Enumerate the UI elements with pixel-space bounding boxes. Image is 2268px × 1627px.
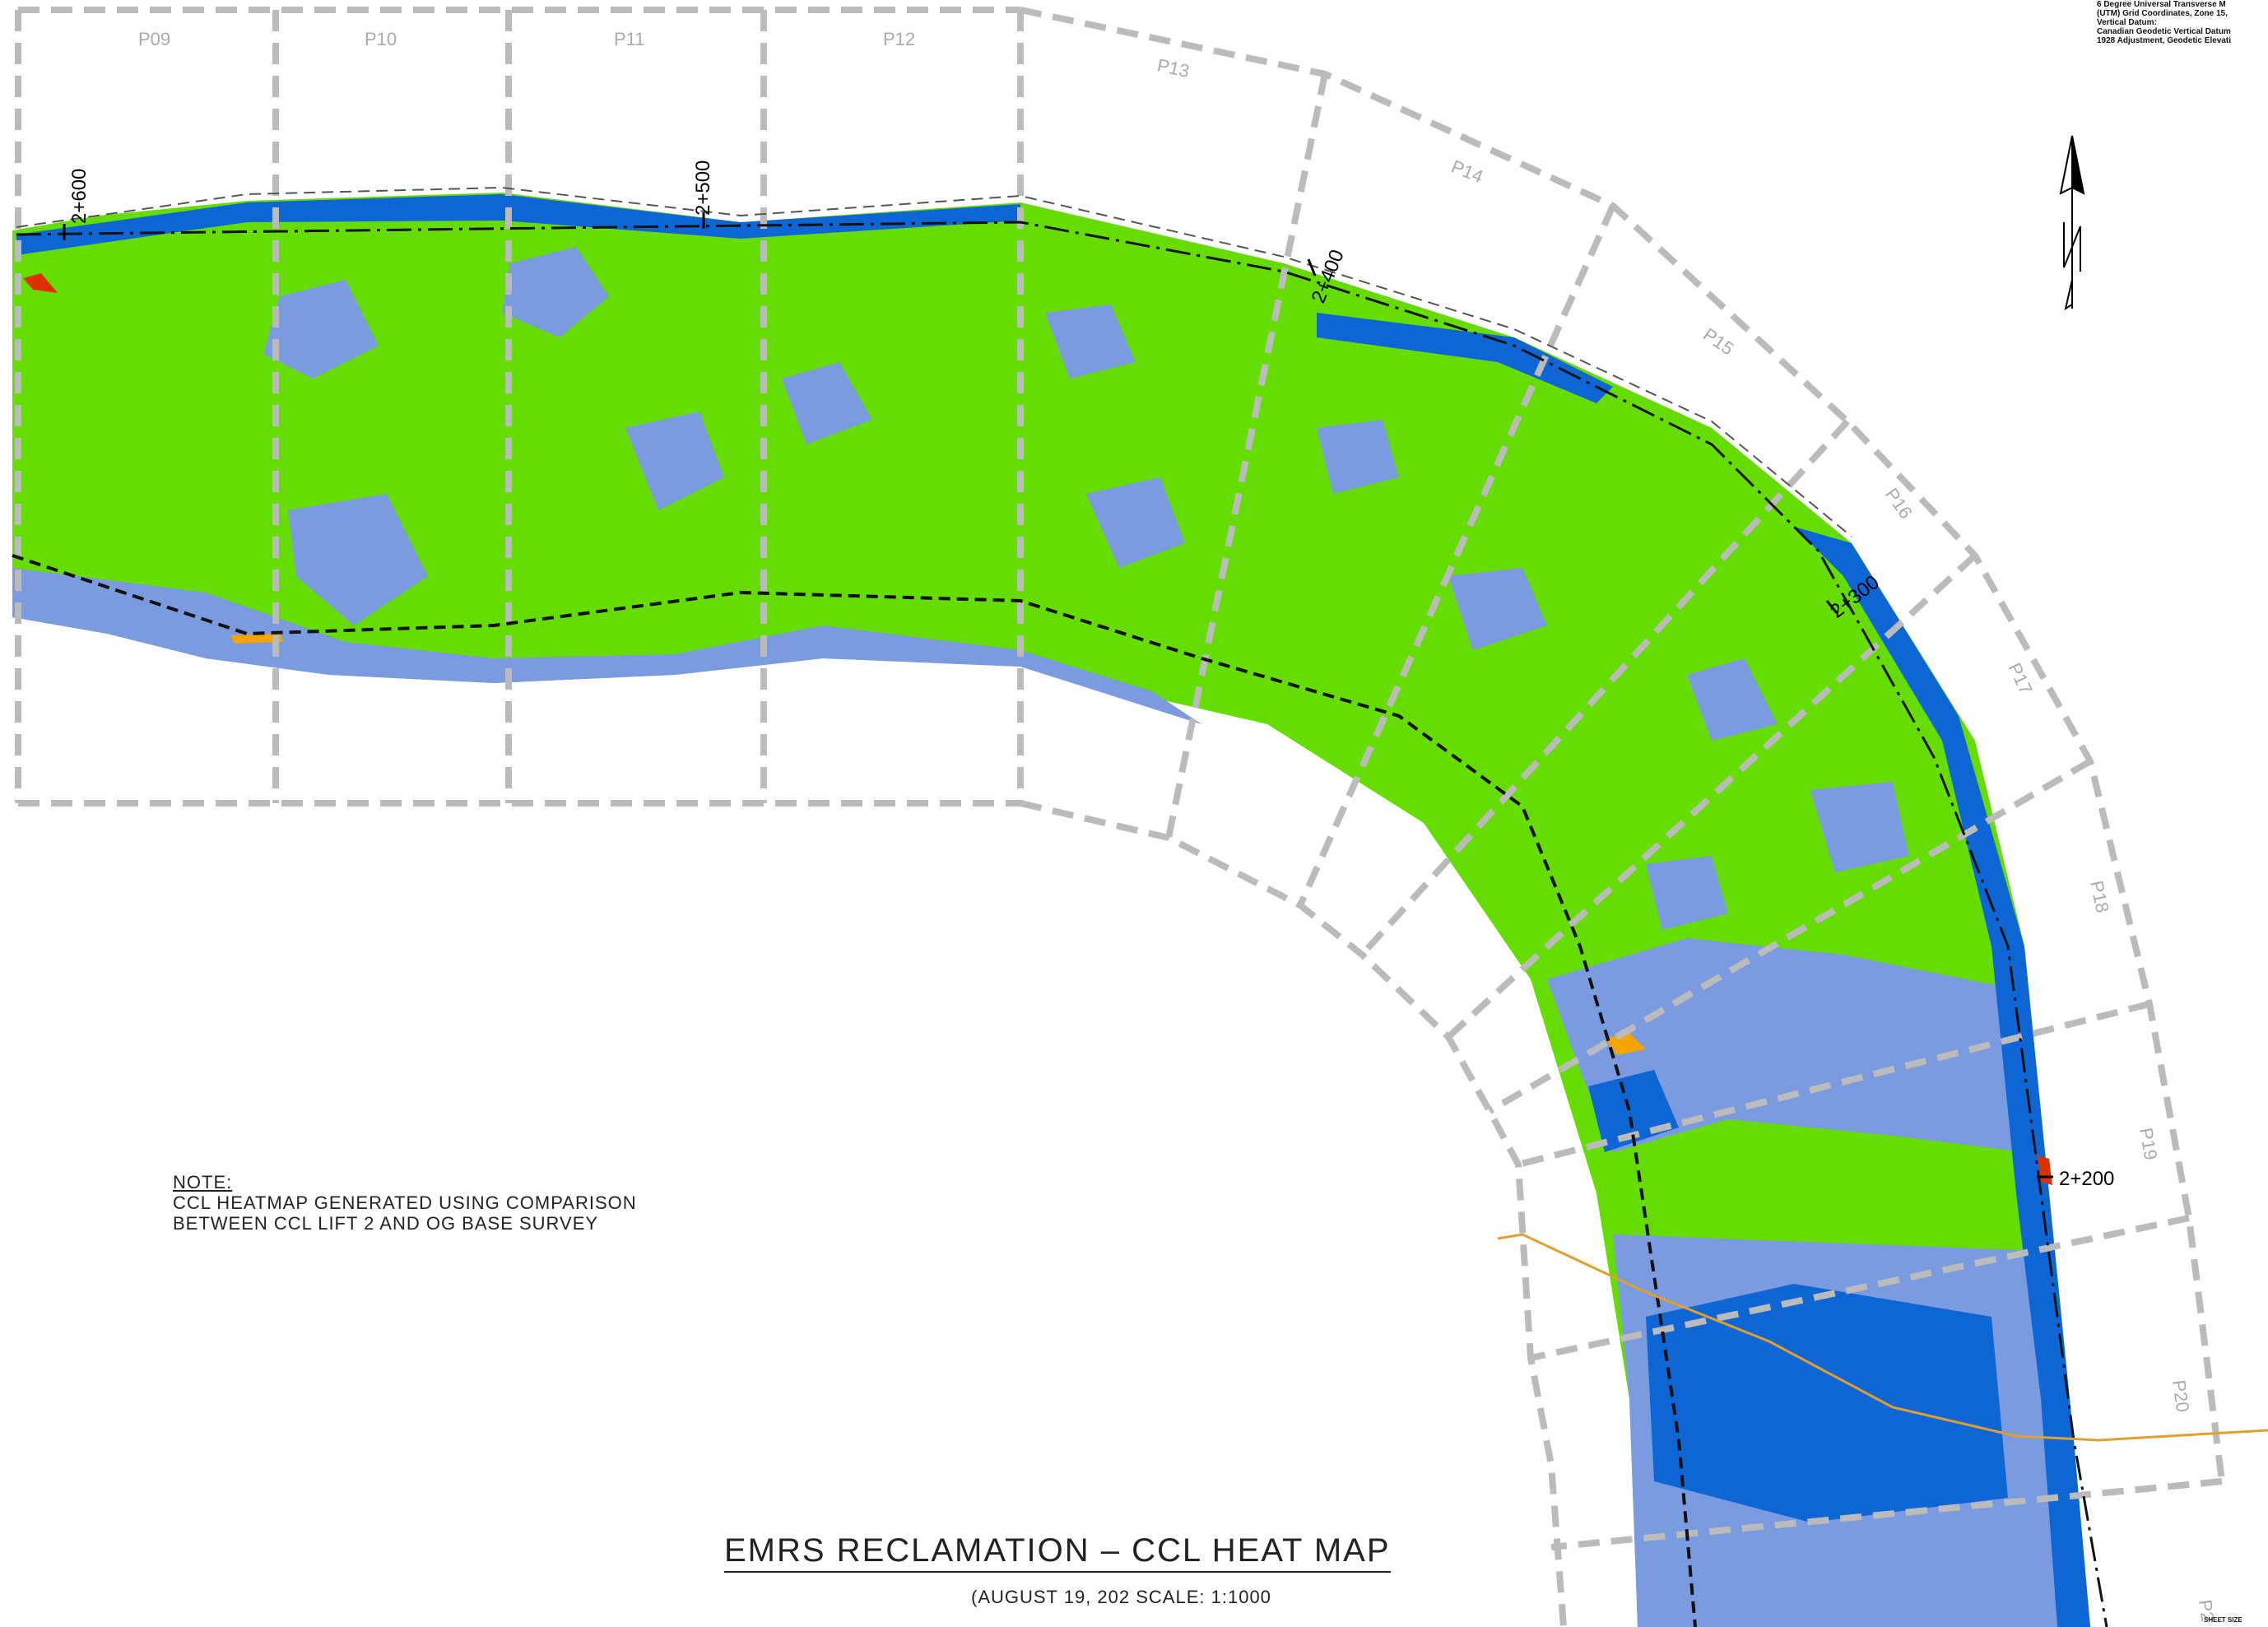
panel-label: P12 <box>883 29 915 49</box>
panel-label: P2 <box>2195 1598 2219 1623</box>
north-arrow-icon: N <box>2059 135 2092 311</box>
panel-label: P20 <box>2168 1378 2193 1413</box>
panel-label: P19 <box>2136 1127 2161 1162</box>
note-heading: NOTE: <box>173 1172 233 1192</box>
sheet-size-label: SHEET SIZE <box>2204 1616 2242 1624</box>
panel-label: P18 <box>2086 879 2113 914</box>
panel-label: P10 <box>365 29 397 49</box>
boundary-line <box>16 186 1852 537</box>
hot-spot-markers <box>23 273 2052 1185</box>
datum-line: Vertical Datum: <box>2097 18 2157 27</box>
datum-line: (UTM) Grid Coordinates, Zone 15, <box>2097 9 2228 18</box>
centerline <box>16 221 2108 1627</box>
chainage-ticks <box>63 212 2053 1178</box>
map-subtitle: (AUGUST 19, 202 SCALE: 1:1000 <box>971 1587 1271 1608</box>
panel-grid <box>15 7 2225 1627</box>
panel-label: P09 <box>138 29 170 49</box>
corridor-green-fill <box>12 193 2090 1627</box>
panel-label: P13 <box>1155 54 1191 81</box>
panel-label: P15 <box>1699 324 1737 360</box>
blue-zones <box>16 194 2090 1627</box>
datum-line: 6 Degree Universal Transverse M <box>2097 0 2226 9</box>
note-line: BETWEEN CCL LIFT 2 AND OG BASE SURVEY <box>173 1213 599 1234</box>
panel-label: P14 <box>1448 156 1486 187</box>
utility-line <box>1497 1233 2268 1442</box>
chainage-label: 2+600 <box>68 169 91 224</box>
map-title: EMRS RECLAMATION – CCL HEAT MAP <box>724 1532 1391 1573</box>
chainage-label: 2+500 <box>692 160 714 216</box>
north-arrow-label: N <box>2090 246 2092 248</box>
panel-label: P17 <box>2004 660 2036 698</box>
panel-label: P11 <box>614 29 645 49</box>
note-block: NOTE: CCL HEATMAP GENERATED USING COMPAR… <box>173 1172 637 1234</box>
survey-date: (AUGUST 19, 202 <box>971 1587 1131 1607</box>
edge-dashed-line <box>12 554 1697 1627</box>
datum-line: Canadian Geodetic Vertical Datum <box>2097 27 2231 36</box>
datum-notes: 6 Degree Universal Transverse M (UTM) Gr… <box>2097 0 2268 45</box>
map-scale: SCALE: 1:1000 <box>1136 1587 1271 1607</box>
chainage-label: 2+200 <box>2059 1168 2114 1190</box>
datum-line: 1928 Adjustment, Geodetic Elevati <box>2097 36 2232 45</box>
note-line: CCL HEATMAP GENERATED USING COMPARISON <box>173 1192 637 1213</box>
